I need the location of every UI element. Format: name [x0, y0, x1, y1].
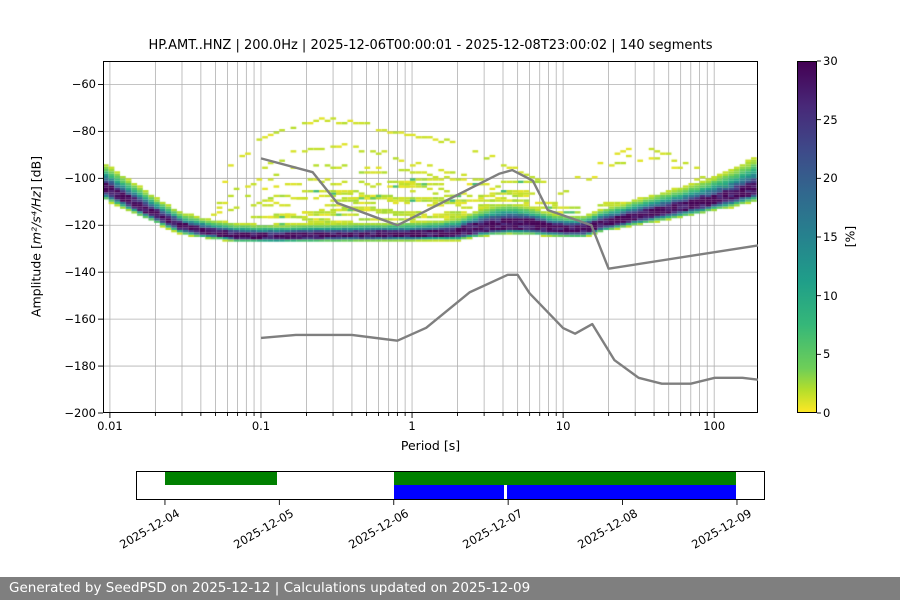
colorbar-tick-label: 10	[823, 288, 838, 303]
coverage-timeline	[136, 471, 765, 500]
timeline-date-label: 2025-12-08	[574, 506, 640, 552]
colorbar-tick-label: 15	[823, 230, 838, 244]
y-tick-label: −60	[71, 77, 96, 92]
ppsd-histogram-canvas	[103, 61, 758, 413]
timeline-data-segment	[164, 472, 278, 485]
colorbar-tick-label: 30	[823, 54, 838, 68]
colorbar	[797, 61, 817, 413]
x-tick-label: 10	[555, 419, 571, 433]
y-tick-label: −200	[64, 406, 96, 420]
timeline-date-label: 2025-12-05	[231, 506, 297, 552]
x-tick-label: 0.1	[251, 419, 271, 433]
timeline-date-label: 2025-12-06	[345, 506, 411, 552]
y-tick-label: −160	[64, 312, 96, 327]
timeline-date-label: 2025-12-04	[117, 506, 182, 552]
x-tick-label: 1	[408, 419, 416, 433]
colorbar-tick-label: 25	[823, 112, 838, 127]
timeline-data-segment	[393, 472, 736, 485]
colorbar-tick-label: 0	[823, 406, 831, 420]
timeline-date-label: 2025-12-07	[460, 506, 526, 552]
y-axis-units: m²/s⁴/Hz	[28, 191, 44, 245]
colorbar-tick-label: 20	[823, 171, 838, 186]
y-tick-label: −100	[64, 171, 96, 186]
y-axis-label: Amplitude [m²/s⁴/Hz] [dB]	[28, 155, 44, 318]
x-axis-label: Period [s]	[400, 438, 461, 453]
footer-text: Generated by SeedPSD on 2025-12-12 | Cal…	[9, 580, 531, 596]
colorbar-tick-label: 5	[823, 347, 831, 362]
footer-bar: Generated by SeedPSD on 2025-12-12 | Cal…	[0, 577, 900, 600]
plot-title: HP.AMT..HNZ | 200.0Hz | 2025-12-06T00:00…	[148, 38, 713, 53]
y-tick-label: −120	[64, 218, 96, 233]
timeline-psd-segment	[507, 485, 736, 499]
timeline-psd-segment	[393, 485, 504, 499]
y-tick-label: −80	[71, 124, 96, 139]
y-tick-label: −140	[64, 265, 96, 280]
colorbar-label: [%]	[842, 225, 858, 248]
y-tick-label: −180	[64, 359, 96, 374]
x-tick-label: 0.01	[97, 419, 123, 433]
x-tick-label: 100	[703, 419, 726, 433]
timeline-date-label: 2025-12-09	[689, 506, 754, 552]
